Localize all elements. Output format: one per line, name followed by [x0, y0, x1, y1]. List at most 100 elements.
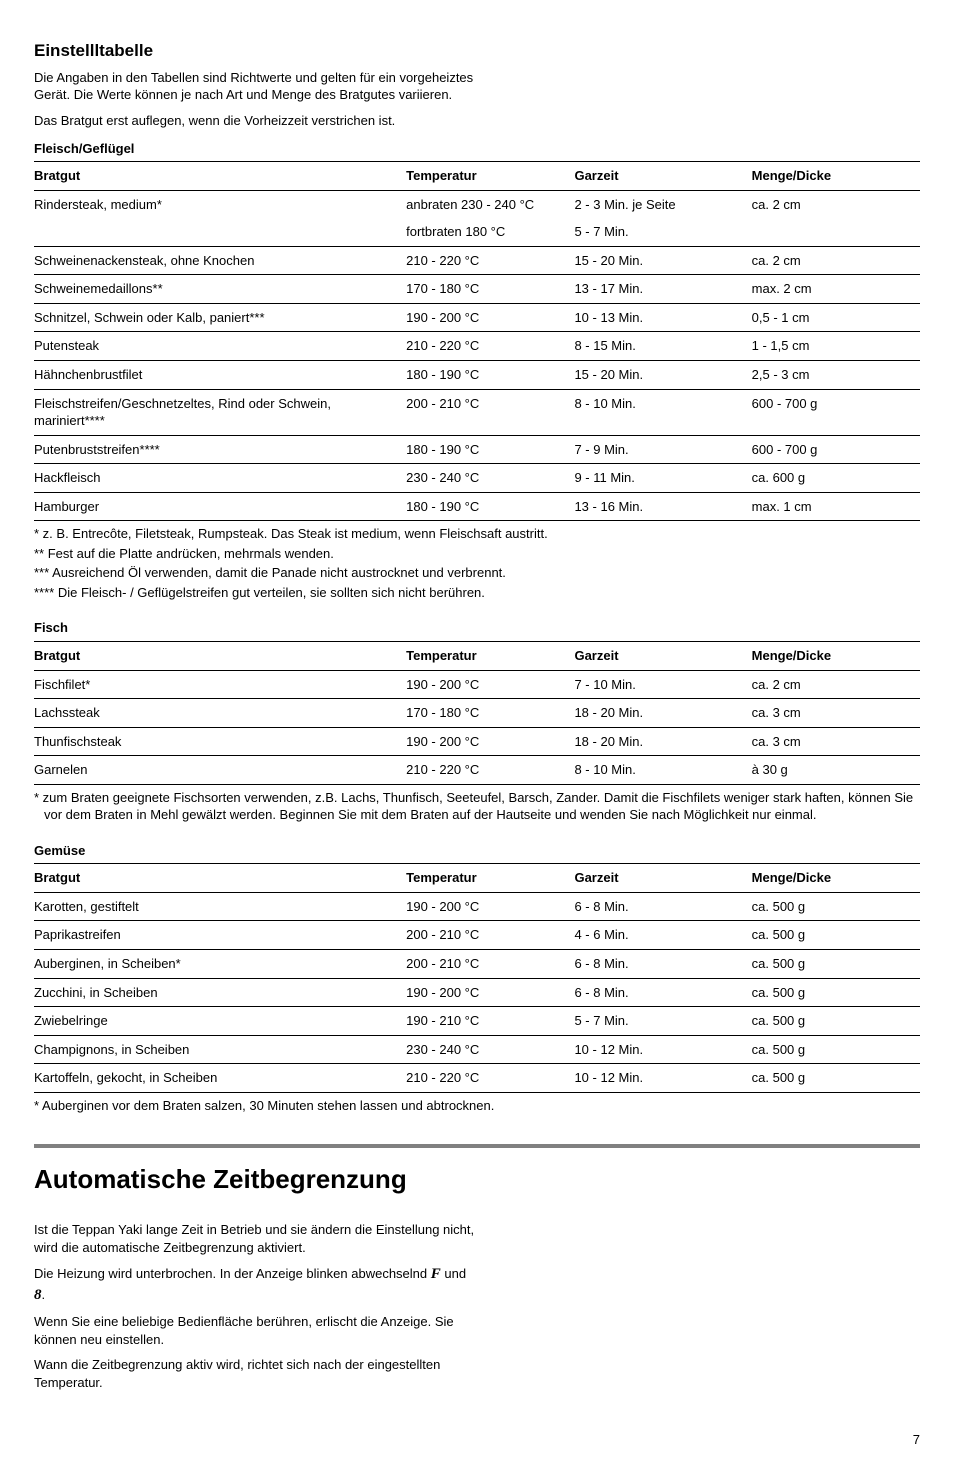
symbol-f: F — [431, 1266, 441, 1282]
intro-text-2: Das Bratgut erst auflegen, wenn die Vorh… — [34, 112, 920, 130]
table-row: Zucchini, in Scheiben190 - 200 °C6 - 8 M… — [34, 978, 920, 1007]
table-row: Hackfleisch230 - 240 °C9 - 11 Min.ca. 60… — [34, 464, 920, 493]
table-cell: 8 - 10 Min. — [574, 389, 751, 435]
table-cell: 190 - 210 °C — [406, 1007, 574, 1036]
veg-table: Bratgut Temperatur Garzeit Menge/Dicke K… — [34, 863, 920, 1092]
auto-p4: Wann die Zeitbegrenzung aktiv wird, rich… — [34, 1356, 479, 1391]
table-cell: max. 2 cm — [752, 275, 920, 304]
table-cell: 5 - 7 Min. — [574, 1007, 751, 1036]
table-cell: 200 - 210 °C — [406, 389, 574, 435]
page-number: 7 — [34, 1431, 920, 1449]
table-cell: 180 - 190 °C — [406, 360, 574, 389]
table-cell: Hähnchenbrustfilet — [34, 360, 406, 389]
table-row: Zwiebelringe190 - 210 °C5 - 7 Min.ca. 50… — [34, 1007, 920, 1036]
col-menge: Menge/Dicke — [752, 162, 920, 191]
table-cell: Karotten, gestiftelt — [34, 892, 406, 921]
meat-footnotes: * z. B. Entrecôte, Filetsteak, Rumpsteak… — [34, 525, 920, 601]
table-cell: 4 - 6 Min. — [574, 921, 751, 950]
table-cell: 600 - 700 g — [752, 435, 920, 464]
table-cell: 230 - 240 °C — [406, 1035, 574, 1064]
meat-fn3: *** Ausreichend Öl verwenden, damit die … — [34, 564, 920, 582]
table-cell: 170 - 180 °C — [406, 699, 574, 728]
table-cell: Hackfleisch — [34, 464, 406, 493]
table-cell: 2,5 - 3 cm — [752, 360, 920, 389]
table-cell: Putensteak — [34, 332, 406, 361]
table-cell: 210 - 220 °C — [406, 1064, 574, 1093]
auto-p3: Wenn Sie eine beliebige Bedienfläche ber… — [34, 1313, 479, 1348]
table-row: fortbraten 180 °C5 - 7 Min. — [34, 218, 920, 246]
table-cell: 10 - 13 Min. — [574, 303, 751, 332]
table-cell: 210 - 220 °C — [406, 246, 574, 275]
auto-p2a: Die Heizung wird unterbrochen. In der An… — [34, 1266, 431, 1281]
table-row: Rindersteak, medium*anbraten 230 - 240 °… — [34, 190, 920, 218]
table-cell: 170 - 180 °C — [406, 275, 574, 304]
table-row: Hamburger180 - 190 °C13 - 16 Min.max. 1 … — [34, 492, 920, 521]
table-cell: 190 - 200 °C — [406, 978, 574, 1007]
col-garzeit: Garzeit — [574, 864, 751, 893]
table-cell: Champignons, in Scheiben — [34, 1035, 406, 1064]
table-cell: ca. 2 cm — [752, 190, 920, 218]
table-cell: 2 - 3 Min. je Seite — [574, 190, 751, 218]
table-cell: 5 - 7 Min. — [574, 218, 751, 246]
table-cell: 8 - 15 Min. — [574, 332, 751, 361]
table-row: Putensteak210 - 220 °C8 - 15 Min.1 - 1,5… — [34, 332, 920, 361]
table-cell: Lachssteak — [34, 699, 406, 728]
fish-table: Bratgut Temperatur Garzeit Menge/Dicke F… — [34, 641, 920, 785]
table-cell: ca. 3 cm — [752, 699, 920, 728]
table-cell: 200 - 210 °C — [406, 949, 574, 978]
auto-p2c: . — [42, 1287, 46, 1302]
table-row: Paprikastreifen200 - 210 °C4 - 6 Min.ca.… — [34, 921, 920, 950]
table-cell: ca. 500 g — [752, 921, 920, 950]
symbol-8: 8 — [34, 1287, 42, 1303]
table-cell: 10 - 12 Min. — [574, 1035, 751, 1064]
table-cell: fortbraten 180 °C — [406, 218, 574, 246]
table-row: Putenbruststreifen****180 - 190 °C7 - 9 … — [34, 435, 920, 464]
auto-p1: Ist die Teppan Yaki lange Zeit in Betrie… — [34, 1221, 479, 1256]
table-cell: Schnitzel, Schwein oder Kalb, paniert*** — [34, 303, 406, 332]
table-cell: Garnelen — [34, 756, 406, 785]
table-cell: 210 - 220 °C — [406, 756, 574, 785]
table-row: Thunfischsteak190 - 200 °C18 - 20 Min.ca… — [34, 727, 920, 756]
table-row: Schnitzel, Schwein oder Kalb, paniert***… — [34, 303, 920, 332]
section-divider — [34, 1144, 920, 1148]
col-temperatur: Temperatur — [406, 641, 574, 670]
table-cell: Putenbruststreifen**** — [34, 435, 406, 464]
table-row: Kartoffeln, gekocht, in Scheiben210 - 22… — [34, 1064, 920, 1093]
col-menge: Menge/Dicke — [752, 864, 920, 893]
meat-heading: Fleisch/Geflügel — [34, 140, 920, 158]
table-cell: Rindersteak, medium* — [34, 190, 406, 218]
table-cell: 7 - 9 Min. — [574, 435, 751, 464]
table-cell: Fleischstreifen/Geschnetzeltes, Rind ode… — [34, 389, 406, 435]
table-cell: à 30 g — [752, 756, 920, 785]
meat-fn4: **** Die Fleisch- / Geflügelstreifen gut… — [34, 584, 920, 602]
table-row: Auberginen, in Scheiben*200 - 210 °C6 - … — [34, 949, 920, 978]
table-cell: Hamburger — [34, 492, 406, 521]
table-cell: Zucchini, in Scheiben — [34, 978, 406, 1007]
auto-p2b: und — [441, 1266, 466, 1281]
table-row: Lachssteak170 - 180 °C18 - 20 Min.ca. 3 … — [34, 699, 920, 728]
table-cell: 18 - 20 Min. — [574, 727, 751, 756]
meat-fn1: * z. B. Entrecôte, Filetsteak, Rumpsteak… — [34, 525, 920, 543]
table-cell: 6 - 8 Min. — [574, 949, 751, 978]
table-row: Karotten, gestiftelt190 - 200 °C6 - 8 Mi… — [34, 892, 920, 921]
table-cell: Schweinemedaillons** — [34, 275, 406, 304]
settings-title: Einstellltabelle — [34, 40, 920, 63]
table-cell: Thunfischsteak — [34, 727, 406, 756]
col-temperatur: Temperatur — [406, 864, 574, 893]
meat-table: Bratgut Temperatur Garzeit Menge/Dicke R… — [34, 161, 920, 521]
table-cell: 13 - 16 Min. — [574, 492, 751, 521]
table-cell: 18 - 20 Min. — [574, 699, 751, 728]
table-cell: 190 - 200 °C — [406, 303, 574, 332]
table-cell: 180 - 190 °C — [406, 492, 574, 521]
table-cell: 210 - 220 °C — [406, 332, 574, 361]
table-cell: 600 - 700 g — [752, 389, 920, 435]
table-cell: 0,5 - 1 cm — [752, 303, 920, 332]
fish-heading: Fisch — [34, 619, 920, 637]
meat-fn2: ** Fest auf die Platte andrücken, mehrma… — [34, 545, 920, 563]
table-cell: ca. 500 g — [752, 1035, 920, 1064]
table-cell: 13 - 17 Min. — [574, 275, 751, 304]
table-cell: Schweinenackensteak, ohne Knochen — [34, 246, 406, 275]
table-cell: ca. 500 g — [752, 892, 920, 921]
col-bratgut: Bratgut — [34, 641, 406, 670]
table-cell: Fischfilet* — [34, 670, 406, 699]
